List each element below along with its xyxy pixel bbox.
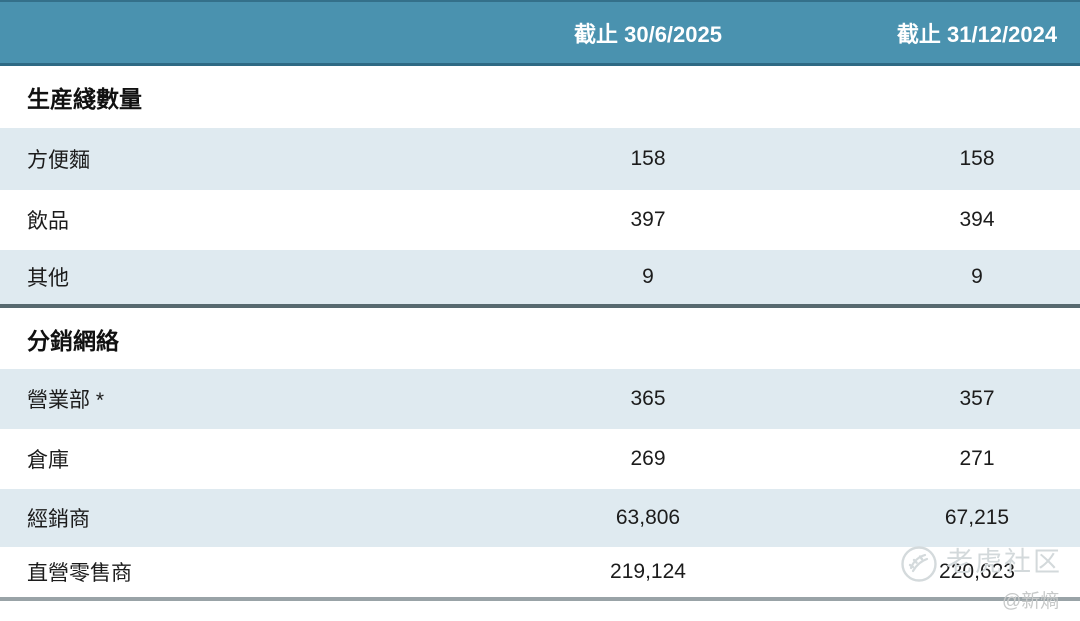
- row-value-2025: 9: [642, 265, 654, 288]
- table-row-beverages: 飲品 397 394: [0, 190, 1080, 250]
- watermark-author-handle: @新熵: [1002, 591, 1060, 612]
- table-row-sales-offices: 營業部 * 365 357: [0, 369, 1080, 429]
- section-title-distribution-network: 分銷網絡: [0, 308, 1080, 369]
- table-row-direct-retailers: 直營零售商 219,124 220,623: [0, 547, 1080, 601]
- row-label: 營業部 *: [27, 389, 105, 412]
- column-header-period-2024: 截止 31/12/2024: [896, 21, 1058, 47]
- row-value-2024: 9: [971, 265, 983, 288]
- row-value-2024: 158: [959, 147, 995, 170]
- row-value-2024: 394: [959, 208, 995, 231]
- row-label: 方便麵: [27, 149, 90, 172]
- row-value-2025: 158: [630, 147, 666, 170]
- row-value-2025: 397: [630, 208, 666, 231]
- row-label: 飲品: [27, 210, 69, 233]
- row-value-2025: 219,124: [610, 560, 686, 583]
- row-value-2024: 220,623: [939, 560, 1015, 583]
- row-value-2025: 365: [630, 387, 666, 410]
- section-title-production-lines: 生産綫數量: [0, 66, 1080, 128]
- row-label: 倉庫: [27, 449, 69, 472]
- row-value-2024: 357: [959, 387, 995, 410]
- row-label: 直營零售商: [27, 562, 132, 585]
- table-row-others: 其他 9 9: [0, 250, 1080, 308]
- row-value-2024: 271: [959, 447, 995, 470]
- table-row-warehouses: 倉庫 269 271: [0, 429, 1080, 489]
- table-header-row: 截止 30/6/2025 截止 31/12/2024: [0, 0, 1080, 66]
- row-value-2024: 67,215: [944, 506, 1010, 529]
- row-label: 經銷商: [27, 508, 90, 531]
- section-title-text: 分銷網絡: [27, 327, 119, 354]
- section-title-text: 生産綫數量: [27, 86, 142, 112]
- row-value-2025: 269: [630, 447, 666, 470]
- table-row-instant-noodles: 方便麵 158 158: [0, 128, 1080, 190]
- column-header-period-2025: 截止 30/6/2025: [574, 21, 722, 47]
- table-row-distributors: 經銷商 63,806 67,215: [0, 489, 1080, 547]
- row-label: 其他: [27, 267, 69, 290]
- row-value-2025: 63,806: [615, 506, 681, 529]
